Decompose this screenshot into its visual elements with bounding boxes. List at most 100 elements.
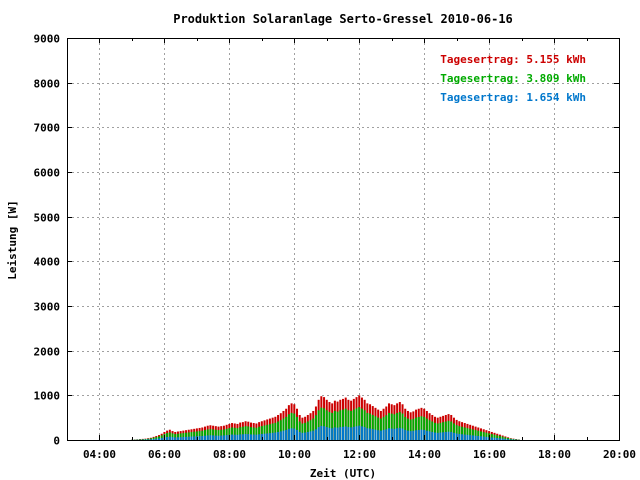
bar-series-3 xyxy=(201,435,204,440)
bar-series-3 xyxy=(166,437,169,440)
bar-series-3 xyxy=(501,438,504,440)
legend-entry: Tagesertrag: 3.809 kWh xyxy=(440,72,586,85)
bar-series-2 xyxy=(290,412,293,440)
bar-series-3 xyxy=(331,428,334,440)
bar-series-2 xyxy=(431,421,434,440)
bar-series-3 xyxy=(298,431,301,440)
bar-series-2 xyxy=(331,412,334,440)
bar-series-2 xyxy=(152,437,155,440)
grid xyxy=(67,38,620,440)
bar-series-2 xyxy=(244,426,247,440)
bar-series-3 xyxy=(485,436,488,440)
bar-series-3 xyxy=(417,429,420,440)
bar-series-2 xyxy=(363,410,366,440)
bar-series-3 xyxy=(490,437,493,440)
bar-series-3 xyxy=(233,434,236,440)
bar-series-2 xyxy=(485,432,488,440)
bar-series-3 xyxy=(287,428,290,440)
bar-series-2 xyxy=(214,429,217,440)
bar-series-2 xyxy=(320,407,323,440)
bar-series-2 xyxy=(228,428,231,440)
bar-series-2 xyxy=(268,424,271,440)
bar-series-3 xyxy=(282,430,285,440)
bar-series-3 xyxy=(406,430,409,440)
bar-series-2 xyxy=(442,422,445,440)
bar-series-2 xyxy=(195,431,198,440)
bar-series-3 xyxy=(474,435,477,440)
bar-series-3 xyxy=(250,434,252,440)
bar-series-3 xyxy=(274,432,277,440)
bar-series-3 xyxy=(314,429,317,440)
y-tick-label: 9000 xyxy=(34,33,61,46)
bar-series-3 xyxy=(306,431,309,440)
bar-series-2 xyxy=(187,432,190,440)
y-axis-label: Leistung [W] xyxy=(6,200,19,279)
bar-series-3 xyxy=(436,432,439,440)
bar-series-3 xyxy=(266,433,269,440)
y-tick-label: 7000 xyxy=(34,122,61,135)
bar-series-2 xyxy=(507,438,510,440)
bar-series-2 xyxy=(301,423,304,440)
bar-series-2 xyxy=(204,430,206,440)
bar-series-2 xyxy=(447,420,450,440)
x-axis-label: Zeit (UTC) xyxy=(310,467,376,480)
bar-series-3 xyxy=(225,435,228,440)
bar-series-2 xyxy=(260,426,263,440)
bar-series-2 xyxy=(501,436,504,440)
bar-series-2 xyxy=(236,428,239,440)
bar-series-2 xyxy=(147,438,150,440)
bar-series-3 xyxy=(428,431,431,440)
bar-series-2 xyxy=(515,439,518,440)
bar-series-3 xyxy=(466,434,469,440)
bar-series-2 xyxy=(469,428,472,440)
y-tick-label: 5000 xyxy=(34,212,61,225)
bar-series-2 xyxy=(222,429,225,440)
bar-series-3 xyxy=(296,429,298,440)
x-tick-label: 06:00 xyxy=(148,448,181,461)
bar-series-2 xyxy=(509,438,512,440)
bar-series-3 xyxy=(155,438,158,440)
bar-series-3 xyxy=(187,436,190,440)
bar-series-3 xyxy=(431,431,434,440)
bar-series-3 xyxy=(271,432,274,440)
bar-series-2 xyxy=(220,429,223,440)
bar-series-3 xyxy=(209,435,212,440)
bar-series-3 xyxy=(214,435,217,440)
bar-series-2 xyxy=(317,410,320,440)
bar-series-3 xyxy=(279,431,282,440)
bar-series-2 xyxy=(339,410,342,440)
bar-series-2 xyxy=(312,418,315,440)
bar-series-2 xyxy=(241,426,244,440)
bar-series-3 xyxy=(371,429,374,440)
bar-series-3 xyxy=(396,428,399,440)
x-tick-label: 14:00 xyxy=(408,448,441,461)
bar-series-2 xyxy=(336,411,339,440)
bar-series-3 xyxy=(439,432,442,440)
bar-series-2 xyxy=(417,416,420,440)
bar-series-2 xyxy=(423,416,426,440)
bar-series-2 xyxy=(350,410,353,440)
bar-series-3 xyxy=(452,432,455,440)
bar-series-2 xyxy=(355,408,358,440)
bar-series-3 xyxy=(447,431,450,440)
bar-series-2 xyxy=(176,433,179,440)
bar-series-2 xyxy=(352,409,355,440)
bar-series-2 xyxy=(379,418,382,440)
bar-series-2 xyxy=(250,427,252,440)
bar-series-2 xyxy=(287,414,290,440)
bar-series-2 xyxy=(371,414,374,440)
bar-series-2 xyxy=(314,415,317,440)
bar-series-3 xyxy=(182,437,185,440)
bar-series-2 xyxy=(285,416,288,440)
bar-series-2 xyxy=(306,421,309,440)
bar-series-2 xyxy=(458,426,461,440)
bar-series-3 xyxy=(409,431,412,440)
bar-series-3 xyxy=(168,436,171,440)
bar-series-2 xyxy=(185,432,188,440)
bar-series-2 xyxy=(252,427,255,440)
bar-series-2 xyxy=(139,439,142,440)
bar-series-3 xyxy=(231,434,234,440)
bar-series-2 xyxy=(231,427,234,440)
bar-series-3 xyxy=(149,439,152,440)
bar-series-3 xyxy=(393,428,396,440)
